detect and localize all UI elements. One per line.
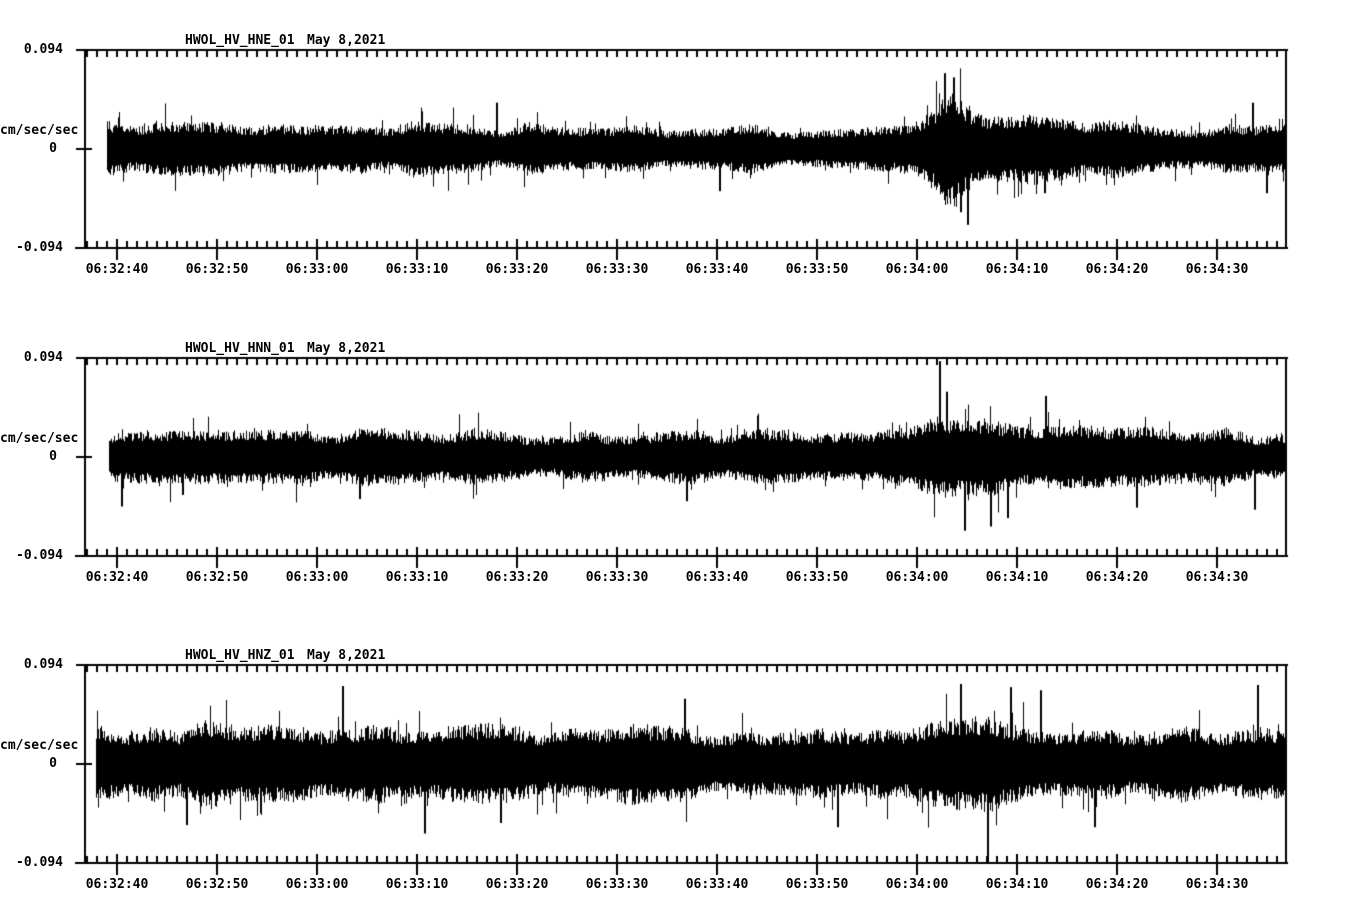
y-tick-label-zero: 0 — [49, 449, 57, 464]
y-tick-label-min: -0.094 — [16, 240, 63, 255]
x-tick-label: 06:34:20 — [1085, 262, 1149, 277]
x-tick-label: 06:33:20 — [485, 570, 549, 585]
y-tick-label-max: 0.094 — [23, 657, 63, 672]
x-tick-label: 06:34:30 — [1185, 262, 1249, 277]
x-tick-label: 06:33:30 — [585, 877, 649, 892]
x-tick-label: 06:33:00 — [285, 877, 349, 892]
x-tick-label: 06:32:50 — [185, 262, 249, 277]
x-tick-label: 06:33:30 — [585, 570, 649, 585]
y-axis-units-label: cm/sec/sec — [0, 431, 79, 446]
x-tick-label: 06:33:10 — [385, 877, 449, 892]
x-tick-label: 06:34:10 — [985, 570, 1049, 585]
x-tick-label: 06:33:10 — [385, 262, 449, 277]
x-tick-label: 06:33:40 — [685, 877, 749, 892]
trace-title-station: HWOL_HV_HNN_01 — [185, 341, 295, 356]
x-tick-label: 06:33:40 — [685, 570, 749, 585]
x-tick-label: 06:34:10 — [985, 262, 1049, 277]
y-tick-label-min: -0.094 — [16, 855, 63, 870]
x-tick-label: 06:34:20 — [1085, 877, 1149, 892]
y-tick-label-max: 0.094 — [23, 42, 63, 57]
trace-title-date: May 8,2021 — [307, 341, 386, 356]
x-tick-label: 06:33:30 — [585, 262, 649, 277]
x-tick-label: 06:33:50 — [785, 262, 849, 277]
x-tick-label: 06:32:50 — [185, 570, 249, 585]
x-tick-label: 06:33:20 — [485, 877, 549, 892]
y-tick-label-zero: 0 — [49, 141, 57, 156]
x-tick-label: 06:33:40 — [685, 262, 749, 277]
x-tick-label: 06:34:00 — [885, 262, 949, 277]
x-tick-label: 06:33:50 — [785, 570, 849, 585]
x-tick-label: 06:33:00 — [285, 570, 349, 585]
x-tick-label: 06:33:50 — [785, 877, 849, 892]
x-tick-label: 06:34:10 — [985, 877, 1049, 892]
y-tick-label-max: 0.094 — [23, 350, 63, 365]
trace-title-date: May 8,2021 — [307, 648, 386, 663]
x-tick-label: 06:34:30 — [1185, 570, 1249, 585]
y-axis-units-label: cm/sec/sec — [0, 123, 79, 138]
x-tick-label: 06:34:00 — [885, 570, 949, 585]
trace-title-date: May 8,2021 — [307, 33, 386, 48]
x-tick-label: 06:32:40 — [85, 570, 149, 585]
y-tick-label-min: -0.094 — [16, 548, 63, 563]
x-tick-label: 06:33:20 — [485, 262, 549, 277]
y-tick-label-zero: 0 — [49, 756, 57, 771]
x-tick-label: 06:32:50 — [185, 877, 249, 892]
x-tick-label: 06:34:00 — [885, 877, 949, 892]
trace-title-station: HWOL_HV_HNZ_01 — [185, 648, 295, 663]
x-tick-label: 06:33:10 — [385, 570, 449, 585]
x-tick-label: 06:33:00 — [285, 262, 349, 277]
x-tick-label: 06:32:40 — [85, 877, 149, 892]
trace-title-station: HWOL_HV_HNE_01 — [185, 33, 295, 48]
x-tick-label: 06:34:20 — [1085, 570, 1149, 585]
x-tick-label: 06:32:40 — [85, 262, 149, 277]
y-axis-units-label: cm/sec/sec — [0, 738, 79, 753]
x-tick-label: 06:34:30 — [1185, 877, 1249, 892]
